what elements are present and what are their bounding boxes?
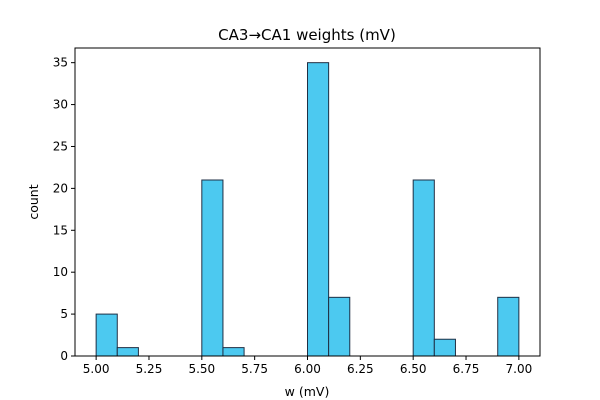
x-tick-label: 6.00 xyxy=(294,362,321,376)
x-axis-label: w (mV) xyxy=(285,384,330,399)
y-tick-label: 0 xyxy=(60,349,68,363)
histogram-bar-3 xyxy=(201,179,224,357)
histogram-bar-9 xyxy=(497,296,520,357)
x-tick-label: 6.25 xyxy=(347,362,374,376)
x-axis-ticks: 5.00 5.25 5.50 5.75 6.00 6.25 6.50 6.75 7.00 xyxy=(83,356,532,376)
x-tick-label: 5.25 xyxy=(136,362,163,376)
y-axis-ticks: 0 5 10 15 20 25 30 35 xyxy=(53,56,75,363)
histogram-bar-4 xyxy=(222,347,245,357)
x-tick-label: 5.00 xyxy=(83,362,110,376)
x-tick-label: 6.50 xyxy=(400,362,427,376)
y-tick-label: 25 xyxy=(53,139,68,153)
x-tick-label: 6.75 xyxy=(453,362,480,376)
x-tick-label: 7.00 xyxy=(506,362,533,376)
bars-group xyxy=(95,62,520,357)
histogram-bar-1 xyxy=(95,313,118,357)
histogram-bar-8 xyxy=(433,338,456,357)
histogram-bar-6 xyxy=(328,296,351,357)
plot-frame xyxy=(74,47,541,357)
x-tick-label: 5.75 xyxy=(241,362,268,376)
chart-title: CA3→CA1 weights (mV) xyxy=(218,26,396,44)
histogram-bar-2 xyxy=(116,347,139,357)
y-tick-label: 35 xyxy=(53,56,68,70)
y-tick-label: 15 xyxy=(53,223,68,237)
y-axis-label: count xyxy=(26,184,41,219)
y-tick-label: 30 xyxy=(53,98,68,112)
y-tick-label: 20 xyxy=(53,181,68,195)
histogram-bar-7 xyxy=(412,179,435,357)
histogram-bar-5 xyxy=(307,62,330,357)
y-tick-label: 10 xyxy=(53,265,68,279)
x-tick-label: 5.50 xyxy=(188,362,215,376)
y-tick-label: 5 xyxy=(60,307,68,321)
